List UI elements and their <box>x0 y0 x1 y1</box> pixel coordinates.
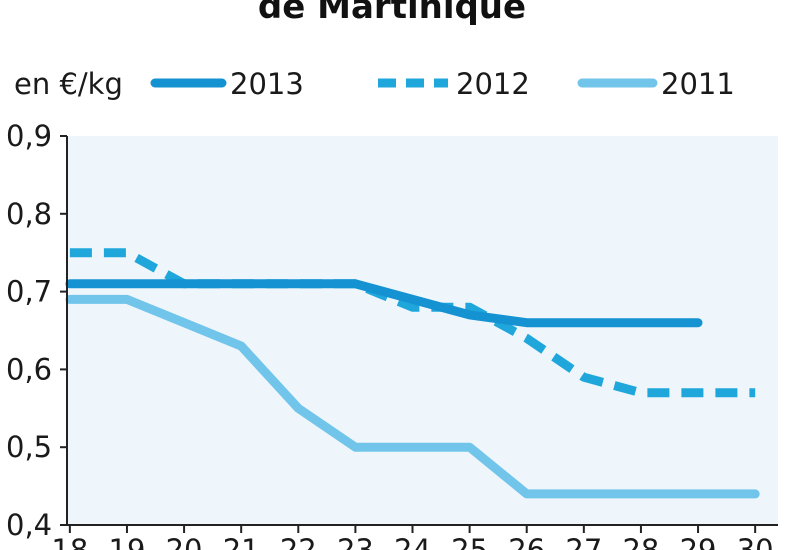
legend-label-2013: 2013 <box>230 67 304 101</box>
legend-label-2012: 2012 <box>456 67 530 101</box>
x-tick-label: 20 <box>166 533 203 550</box>
y-axis-unit-label: en €/kg <box>14 67 123 101</box>
x-tick-label: 29 <box>680 533 717 550</box>
y-axis-ticks: 0,9 0,8 0,7 0,6 0,5 0,4 <box>6 119 67 542</box>
x-tick-label: 27 <box>565 533 602 550</box>
x-tick-label: 19 <box>109 533 146 550</box>
x-tick-label: 30 <box>737 533 774 550</box>
x-tick-label: 18 <box>51 533 88 550</box>
x-tick-label: 28 <box>622 533 659 550</box>
legend-label-2011: 2011 <box>661 67 735 101</box>
x-tick-label: 21 <box>223 533 260 550</box>
series-line-2013 <box>65 279 703 328</box>
x-axis-ticks: 18 19 20 21 22 23 24 25 26 27 28 29 30 <box>51 525 774 550</box>
axes <box>66 136 778 526</box>
series-line-2011 <box>65 294 760 499</box>
y-tick-label: 0,4 <box>6 508 52 542</box>
x-tick-label: 25 <box>451 533 488 550</box>
series-layer <box>65 248 760 499</box>
x-tick-label: 22 <box>280 533 317 550</box>
y-tick-label: 0,9 <box>6 119 52 153</box>
chart-legend: 2013 2012 2011 <box>150 67 735 101</box>
x-tick-label: 26 <box>508 533 545 550</box>
y-tick-label: 0,6 <box>6 352 52 386</box>
x-tick-label: 23 <box>337 533 374 550</box>
chart-title: de Martinique <box>258 0 526 27</box>
y-tick-label: 0,8 <box>6 197 52 231</box>
y-tick-label: 0,5 <box>6 430 52 464</box>
x-tick-label: 24 <box>394 533 431 550</box>
plot-area <box>67 136 778 525</box>
y-tick-label: 0,7 <box>6 275 52 309</box>
